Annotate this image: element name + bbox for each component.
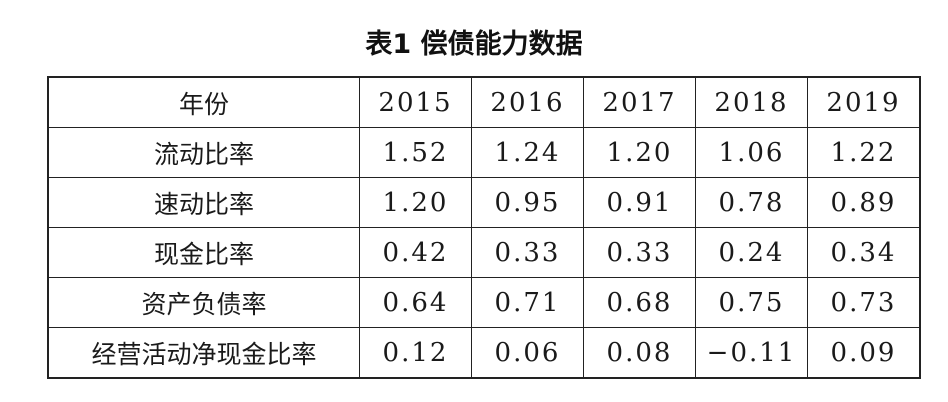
value-cell: 0.24 (695, 227, 808, 278)
value-cell: 0.78 (695, 177, 808, 228)
row-label: 现金比率 (47, 227, 360, 278)
value-cell: 0.12 (359, 327, 472, 379)
header-cell: 2016 (471, 76, 584, 128)
value-cell: 0.75 (695, 277, 808, 328)
value-cell: 0.09 (807, 327, 921, 379)
value-cell: 0.73 (807, 277, 921, 328)
row-label: 资产负债率 (47, 277, 360, 328)
data-row: 经营活动净现金比率 0.12 0.06 0.08 −0.11 0.09 (47, 327, 921, 379)
header-cell: 2019 (807, 76, 921, 128)
value-cell: 1.20 (359, 177, 472, 228)
value-cell: 0.95 (471, 177, 584, 228)
table-title: 表1 偿债能力数据 (365, 29, 583, 60)
data-row: 资产负债率 0.64 0.71 0.68 0.75 0.73 (47, 277, 921, 328)
value-cell: 0.08 (583, 327, 696, 379)
value-cell: −0.11 (695, 327, 808, 379)
value-cell: 1.24 (471, 127, 584, 178)
value-cell: 0.89 (807, 177, 921, 228)
row-label: 速动比率 (47, 177, 360, 228)
value-cell: 0.06 (471, 327, 584, 379)
value-cell: 0.33 (583, 227, 696, 278)
value-cell: 0.34 (807, 227, 921, 278)
data-row: 速动比率 1.20 0.95 0.91 0.78 0.89 (47, 177, 921, 228)
value-cell: 0.68 (583, 277, 696, 328)
value-cell: 0.33 (471, 227, 584, 278)
value-cell: 0.64 (359, 277, 472, 328)
data-table: 年份 2015 2016 2017 2018 2019 流动比率 1.52 1.24 1.20 1.… (47, 76, 921, 379)
value-cell: 1.22 (807, 127, 921, 178)
data-row: 现金比率 0.42 0.33 0.33 0.24 0.34 (47, 227, 921, 278)
value-cell: 0.71 (471, 277, 584, 328)
header-row: 年份 2015 2016 2017 2018 2019 (47, 76, 921, 128)
value-cell: 0.42 (359, 227, 472, 278)
row-label: 流动比率 (47, 127, 360, 178)
row-label: 经营活动净现金比率 (47, 327, 360, 379)
value-cell: 0.91 (583, 177, 696, 228)
header-cell: 2018 (695, 76, 808, 128)
data-row: 流动比率 1.52 1.24 1.20 1.06 1.22 (47, 127, 921, 178)
value-cell: 1.06 (695, 127, 808, 178)
value-cell: 1.20 (583, 127, 696, 178)
header-cell: 年份 (47, 76, 360, 128)
header-cell: 2017 (583, 76, 696, 128)
header-cell: 2015 (359, 76, 472, 128)
value-cell: 1.52 (359, 127, 472, 178)
